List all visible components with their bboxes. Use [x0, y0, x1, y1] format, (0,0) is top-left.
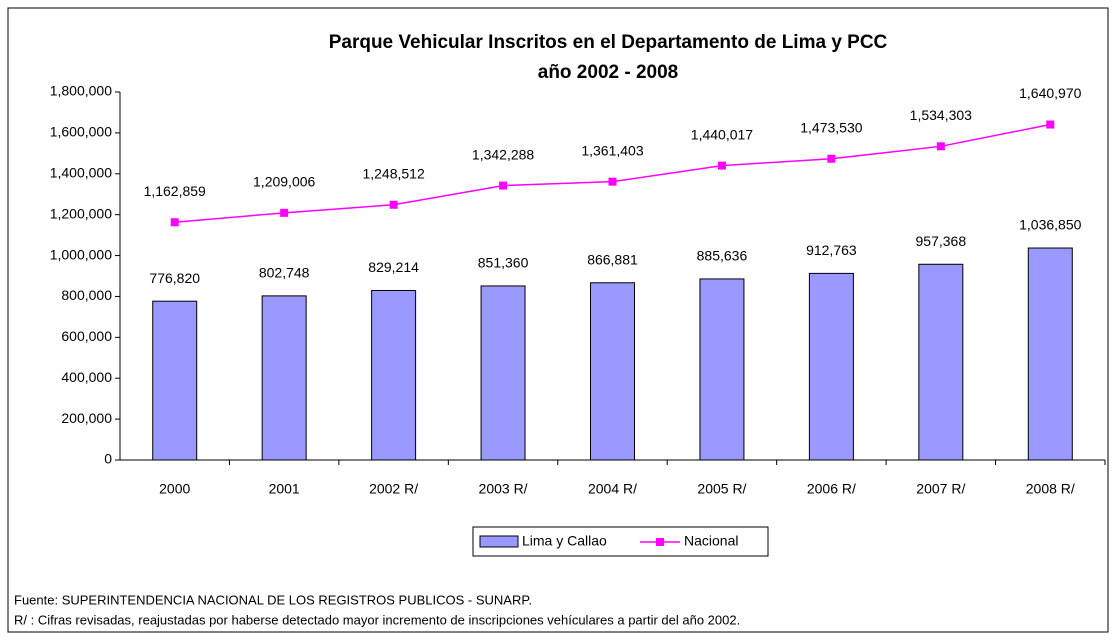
bar-value-label: 912,763 — [806, 242, 857, 258]
line-value-label: 1,440,017 — [691, 126, 753, 142]
y-tick-label: 1,800,000 — [50, 83, 112, 99]
legend-swatch — [479, 535, 519, 548]
line-value-label: 1,248,512 — [362, 165, 424, 181]
bar-value-label: 866,881 — [587, 251, 638, 267]
line-value-label: 1,361,403 — [581, 142, 643, 158]
line-value-label: 1,534,303 — [910, 107, 972, 123]
line-marker — [936, 142, 945, 151]
bar-value-label: 885,636 — [697, 248, 748, 264]
line-value-label: 1,640,970 — [1019, 85, 1081, 101]
x-tick-label: 2005 R/ — [697, 481, 746, 497]
line-value-label: 1,342,288 — [472, 146, 534, 162]
bar — [480, 285, 526, 461]
y-tick-label: 1,400,000 — [50, 164, 112, 180]
line-marker — [389, 200, 398, 209]
bar — [371, 289, 417, 461]
bar-value-label: 957,368 — [916, 233, 967, 249]
legend-box — [472, 526, 769, 557]
bar-value-label: 802,748 — [259, 265, 310, 281]
line-value-label: 1,473,530 — [800, 119, 862, 135]
y-tick-label: 1,600,000 — [50, 124, 112, 140]
x-tick-label: 2003 R/ — [479, 481, 528, 497]
y-tick-label: 1,000,000 — [50, 246, 112, 262]
revision-note: R/ : Cifras revisadas, reajustadas por h… — [14, 612, 740, 627]
line-marker — [827, 154, 836, 163]
bar — [1027, 247, 1073, 461]
x-tick-label: 2000 — [159, 481, 190, 497]
y-tick-label: 600,000 — [61, 328, 112, 344]
bar — [590, 282, 635, 461]
y-tick-label: 0 — [104, 451, 112, 467]
legend-marker — [656, 538, 664, 546]
legend-label: Lima y Callao — [522, 533, 607, 549]
bar — [918, 263, 964, 461]
line-marker — [1046, 120, 1055, 129]
line-value-label: 1,162,859 — [144, 183, 206, 199]
bar-value-label: 1,036,850 — [1019, 217, 1081, 233]
x-tick-label: 2004 R/ — [588, 481, 637, 497]
legend-label: Nacional — [684, 533, 738, 549]
line-marker — [717, 161, 726, 170]
y-tick-label: 800,000 — [61, 287, 112, 303]
chart-subtitle: año 2002 - 2008 — [538, 62, 678, 83]
bar — [152, 300, 198, 461]
bar-value-label: 776,820 — [149, 270, 200, 286]
line-marker — [499, 181, 508, 190]
source-note: Fuente: SUPERINTENDENCIA NACIONAL DE LOS… — [14, 592, 532, 607]
bar-value-label: 829,214 — [368, 259, 419, 275]
y-tick-label: 1,200,000 — [50, 205, 112, 221]
bar — [261, 295, 307, 461]
bar-value-label: 851,360 — [478, 255, 529, 271]
line-marker — [608, 177, 617, 186]
x-tick-label: 2001 — [269, 481, 300, 497]
x-tick-label: 2002 R/ — [369, 481, 418, 497]
line-marker — [280, 208, 289, 217]
x-tick-label: 2007 R/ — [916, 481, 965, 497]
line-marker — [170, 218, 179, 227]
bar — [808, 272, 854, 461]
bar — [699, 278, 745, 461]
x-tick-label: 2008 R/ — [1026, 481, 1075, 497]
line-value-label: 1,209,006 — [253, 174, 315, 190]
y-tick-label: 200,000 — [61, 410, 112, 426]
y-tick-label: 400,000 — [61, 369, 112, 385]
x-tick-label: 2006 R/ — [807, 481, 856, 497]
chart-title: Parque Vehicular Inscritos en el Departa… — [329, 32, 888, 53]
